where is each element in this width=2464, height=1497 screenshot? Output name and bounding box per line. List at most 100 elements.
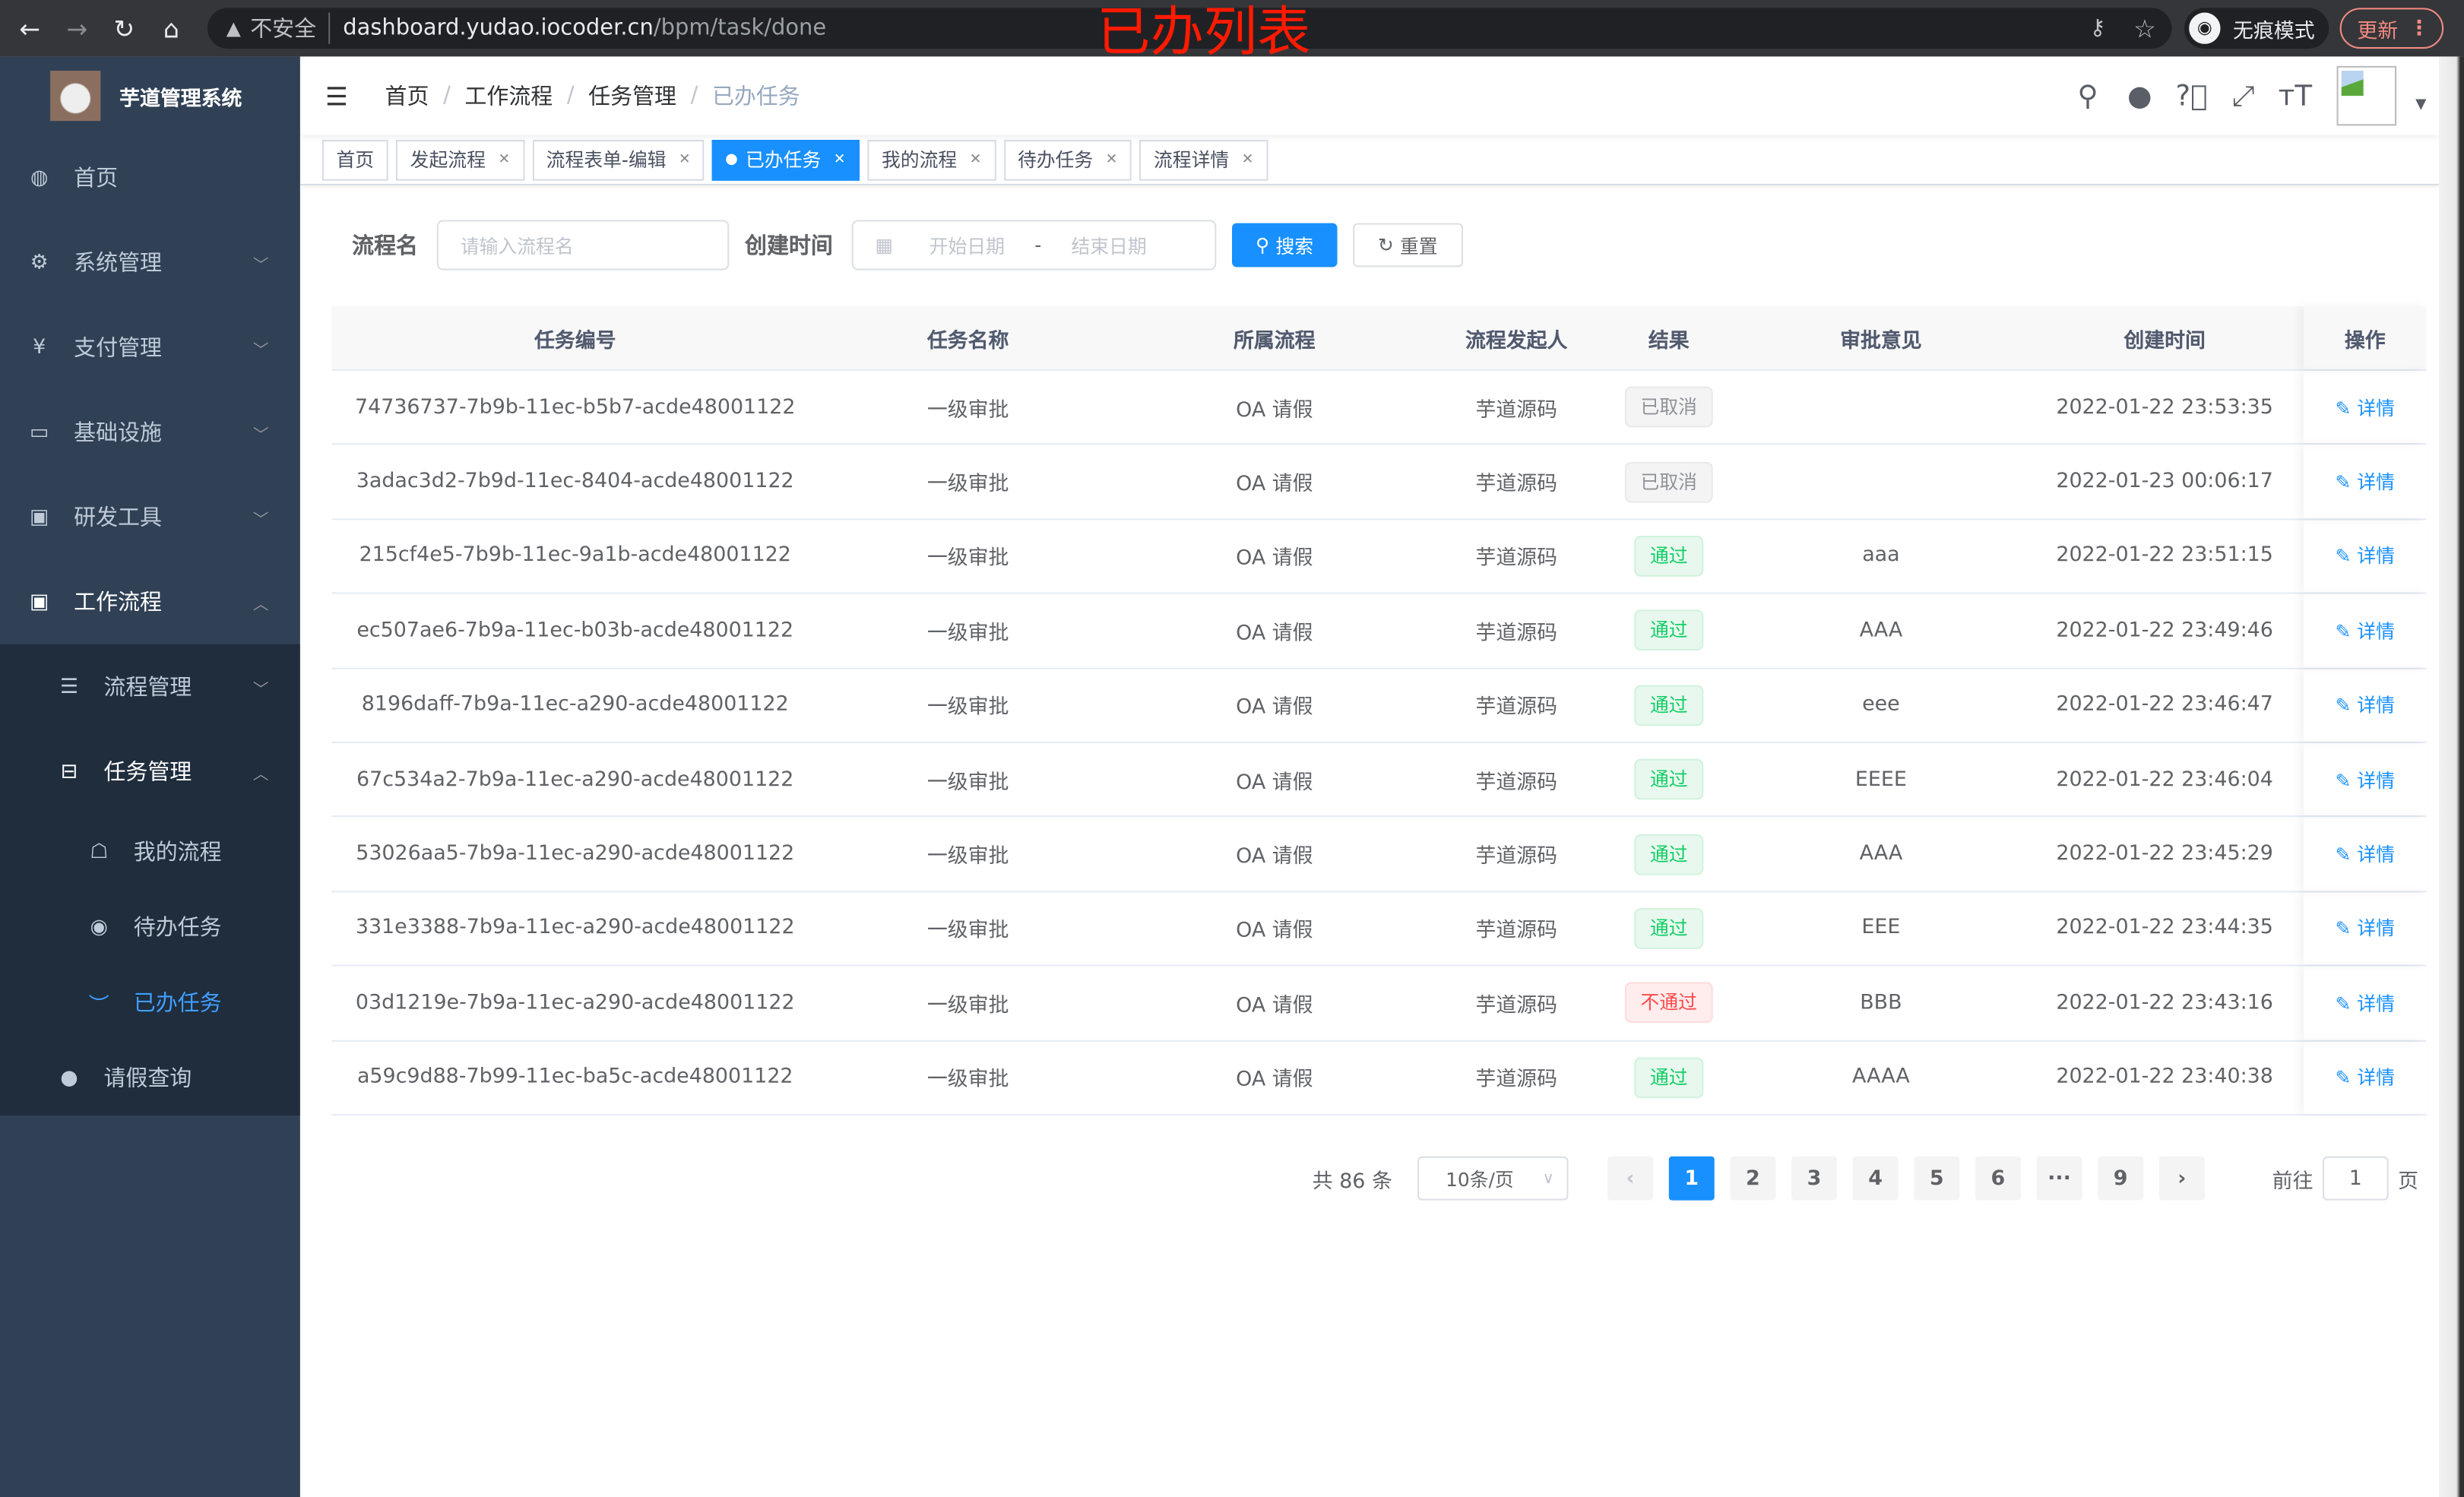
address-bar[interactable]: ▲ 不安全 dashboard.yudao.iocoder.cn/bpm/tas… [207, 8, 2172, 49]
table-row: 74736737-7b9b-11ec-b5b7-acde48001122 一级审批… [331, 371, 2427, 445]
breadcrumb-item[interactable]: 首页 [385, 84, 429, 110]
sidebar-item-leave[interactable]: ● 请假查询 [0, 1040, 300, 1116]
github-icon[interactable]: ● [2127, 79, 2152, 112]
search-icon[interactable]: ⚲ [2077, 79, 2098, 112]
breadcrumb-current: 已办任务 [711, 84, 800, 110]
more-pages-button[interactable]: ··· [2036, 1156, 2082, 1201]
tag-home[interactable]: 首页 [321, 138, 388, 180]
logo[interactable]: 芋道管理系统 [0, 56, 300, 135]
broken-image-icon [2341, 71, 2364, 97]
caret-down-icon[interactable]: ▼ [2415, 97, 2427, 113]
detail-button[interactable]: ✎ 详情 [2336, 543, 2395, 569]
more-icon[interactable]: ⋮ [2409, 16, 2430, 40]
close-icon[interactable]: ✕ [969, 151, 982, 168]
comment-cell: AAA [1859, 842, 1903, 866]
tag-process-detail[interactable]: 流程详情 ✕ [1139, 138, 1268, 180]
close-icon[interactable]: ✕ [679, 151, 691, 168]
tag-start-process[interactable]: 发起流程 ✕ [396, 138, 524, 180]
column-header: 流程发起人 [1465, 329, 1568, 353]
sidebar-item-todo[interactable]: ◉ 待办任务 [0, 889, 300, 964]
key-icon[interactable]: ⚷ [2089, 15, 2106, 41]
page-list: 1 2 3 4 5 6 ··· 9 [1661, 1156, 2151, 1201]
incognito-badge[interactable]: ◉ 无痕模式 [2184, 8, 2329, 49]
goto-value: 1 [2348, 1166, 2362, 1191]
reload-icon[interactable]: ↻ [113, 13, 135, 43]
page-button[interactable]: 5 [1914, 1156, 1960, 1201]
detail-button[interactable]: ✎ 详情 [2336, 617, 2395, 644]
action-cell: ✎ 详情 [2304, 1041, 2426, 1114]
breadcrumb: 首页 / 工作流程 / 任务管理 / 已办任务 [385, 80, 800, 111]
process-cell: OA 请假 [1236, 919, 1313, 944]
gear-icon: ⚙ [30, 250, 49, 274]
close-icon[interactable]: ✕ [833, 151, 846, 168]
sidebar-item-home[interactable]: ◍ 首页 [0, 135, 300, 220]
hamburger-icon[interactable]: ☰ [325, 81, 348, 111]
tag-my-process[interactable]: 我的流程 ✕ [867, 138, 996, 180]
page-suffix: 页 [2398, 1169, 2419, 1194]
tag-label: 流程详情 [1153, 149, 1230, 172]
sidebar-item-workflow[interactable]: ▣ 工作流程 ︿ [0, 559, 300, 644]
sidebar: 芋道管理系统 ◍ 首页 ⚙ 系统管理 ﹀ ¥ 支付管理 ﹀ ▭ 基础设施 ﹀ ▣ 研发工具 ﹀ ▣… [0, 56, 300, 1497]
sidebar-item-process-manage[interactable]: ☰ 流程管理 ﹀ [0, 644, 300, 730]
search-form: 流程名 请输入流程名 创建时间 ▦ 开始日期 - 结束日期 ⚲ 搜索 ↻ 重置 [352, 220, 1463, 271]
detail-button[interactable]: ✎ 详情 [2336, 766, 2395, 793]
help-icon[interactable]: ?⃝ [2175, 79, 2208, 112]
detail-button[interactable]: ✎ 详情 [2336, 989, 2395, 1016]
close-icon[interactable]: ✕ [1105, 151, 1118, 168]
page-button[interactable]: 4 [1852, 1156, 1899, 1201]
page-button[interactable]: 9 [2098, 1156, 2144, 1201]
breadcrumb-item[interactable]: 工作流程 [464, 84, 553, 110]
back-icon[interactable]: ← [19, 13, 41, 43]
update-button[interactable]: 更新 ⋮ [2339, 8, 2444, 49]
detail-button[interactable]: ✎ 详情 [2336, 1064, 2395, 1090]
chevron-down-icon: ﹀ [252, 511, 269, 529]
end-date-input[interactable]: 结束日期 [1071, 235, 1147, 258]
sidebar-item-task-manage[interactable]: ⊟ 任务管理 ︿ [0, 729, 300, 814]
action-cell: ✎ 详情 [2304, 967, 2426, 1040]
tag-done-tasks[interactable]: 已办任务 ✕ [712, 138, 860, 180]
star-icon[interactable]: ☆ [2133, 13, 2156, 43]
starter-cell: 芋道源码 [1475, 547, 1557, 571]
action-cell: ✎ 详情 [2304, 445, 2426, 518]
prev-page-button[interactable]: ‹ [1607, 1156, 1654, 1201]
close-icon[interactable]: ✕ [498, 151, 511, 168]
avatar[interactable] [2336, 65, 2397, 126]
detail-button[interactable]: ✎ 详情 [2336, 468, 2395, 495]
detail-button[interactable]: ✎ 详情 [2336, 915, 2395, 942]
reset-button[interactable]: ↻ 重置 [1352, 223, 1463, 267]
sidebar-item-done[interactable]: ︶ 已办任务 [0, 965, 300, 1040]
start-date-input[interactable]: 开始日期 [929, 235, 1005, 258]
page-button[interactable]: 1 [1668, 1156, 1715, 1201]
close-icon[interactable]: ✕ [1241, 151, 1254, 168]
create-time-label: 创建时间 [745, 234, 833, 260]
tag-todo[interactable]: 待办任务 ✕ [1003, 138, 1132, 180]
process-name-input[interactable]: 请输入流程名 [436, 220, 730, 271]
breadcrumb-item[interactable]: 任务管理 [588, 84, 676, 110]
total-count: 共 86 条 [1312, 1169, 1392, 1194]
page-button[interactable]: 2 [1730, 1156, 1776, 1201]
search-button[interactable]: ⚲ 搜索 [1231, 223, 1338, 267]
page-button[interactable]: 3 [1791, 1156, 1837, 1201]
sidebar-item-devtools[interactable]: ▣ 研发工具 ﹀ [0, 474, 300, 559]
task-id-cell: 215cf4e5-7b9b-11ec-9a1b-acde48001122 [359, 544, 791, 568]
tag-form-edit[interactable]: 流程表单-编辑 ✕ [532, 138, 705, 180]
forward-icon[interactable]: → [66, 13, 88, 43]
next-page-button[interactable]: › [2158, 1156, 2205, 1201]
chevron-up-icon: ︿ [252, 596, 269, 614]
sidebar-item-my-process[interactable]: ☖ 我的流程 [0, 814, 300, 889]
sidebar-item-infra[interactable]: ▭ 基础设施 ﹀ [0, 390, 300, 475]
detail-button[interactable]: ✎ 详情 [2336, 394, 2395, 420]
detail-button[interactable]: ✎ 详情 [2336, 692, 2395, 718]
sidebar-item-pay[interactable]: ¥ 支付管理 ﹀ [0, 305, 300, 390]
date-range-picker[interactable]: ▦ 开始日期 - 结束日期 [851, 220, 1217, 271]
detail-button[interactable]: ✎ 详情 [2336, 840, 2395, 867]
home-icon[interactable]: ⌂ [163, 13, 179, 43]
sidebar-item-system[interactable]: ⚙ 系统管理 ﹀ [0, 220, 300, 305]
goto-page-input[interactable]: 1 [2322, 1156, 2389, 1201]
fullscreen-icon[interactable]: ⤢ [2231, 79, 2255, 112]
column-header: 操作 [2304, 306, 2426, 369]
font-size-icon[interactable]: ᴛT [2278, 79, 2313, 112]
edit-icon: ✎ [2335, 620, 2352, 643]
page-size-select[interactable]: 10条/页 ∨ [1417, 1156, 1569, 1201]
page-button[interactable]: 6 [1975, 1156, 2021, 1201]
